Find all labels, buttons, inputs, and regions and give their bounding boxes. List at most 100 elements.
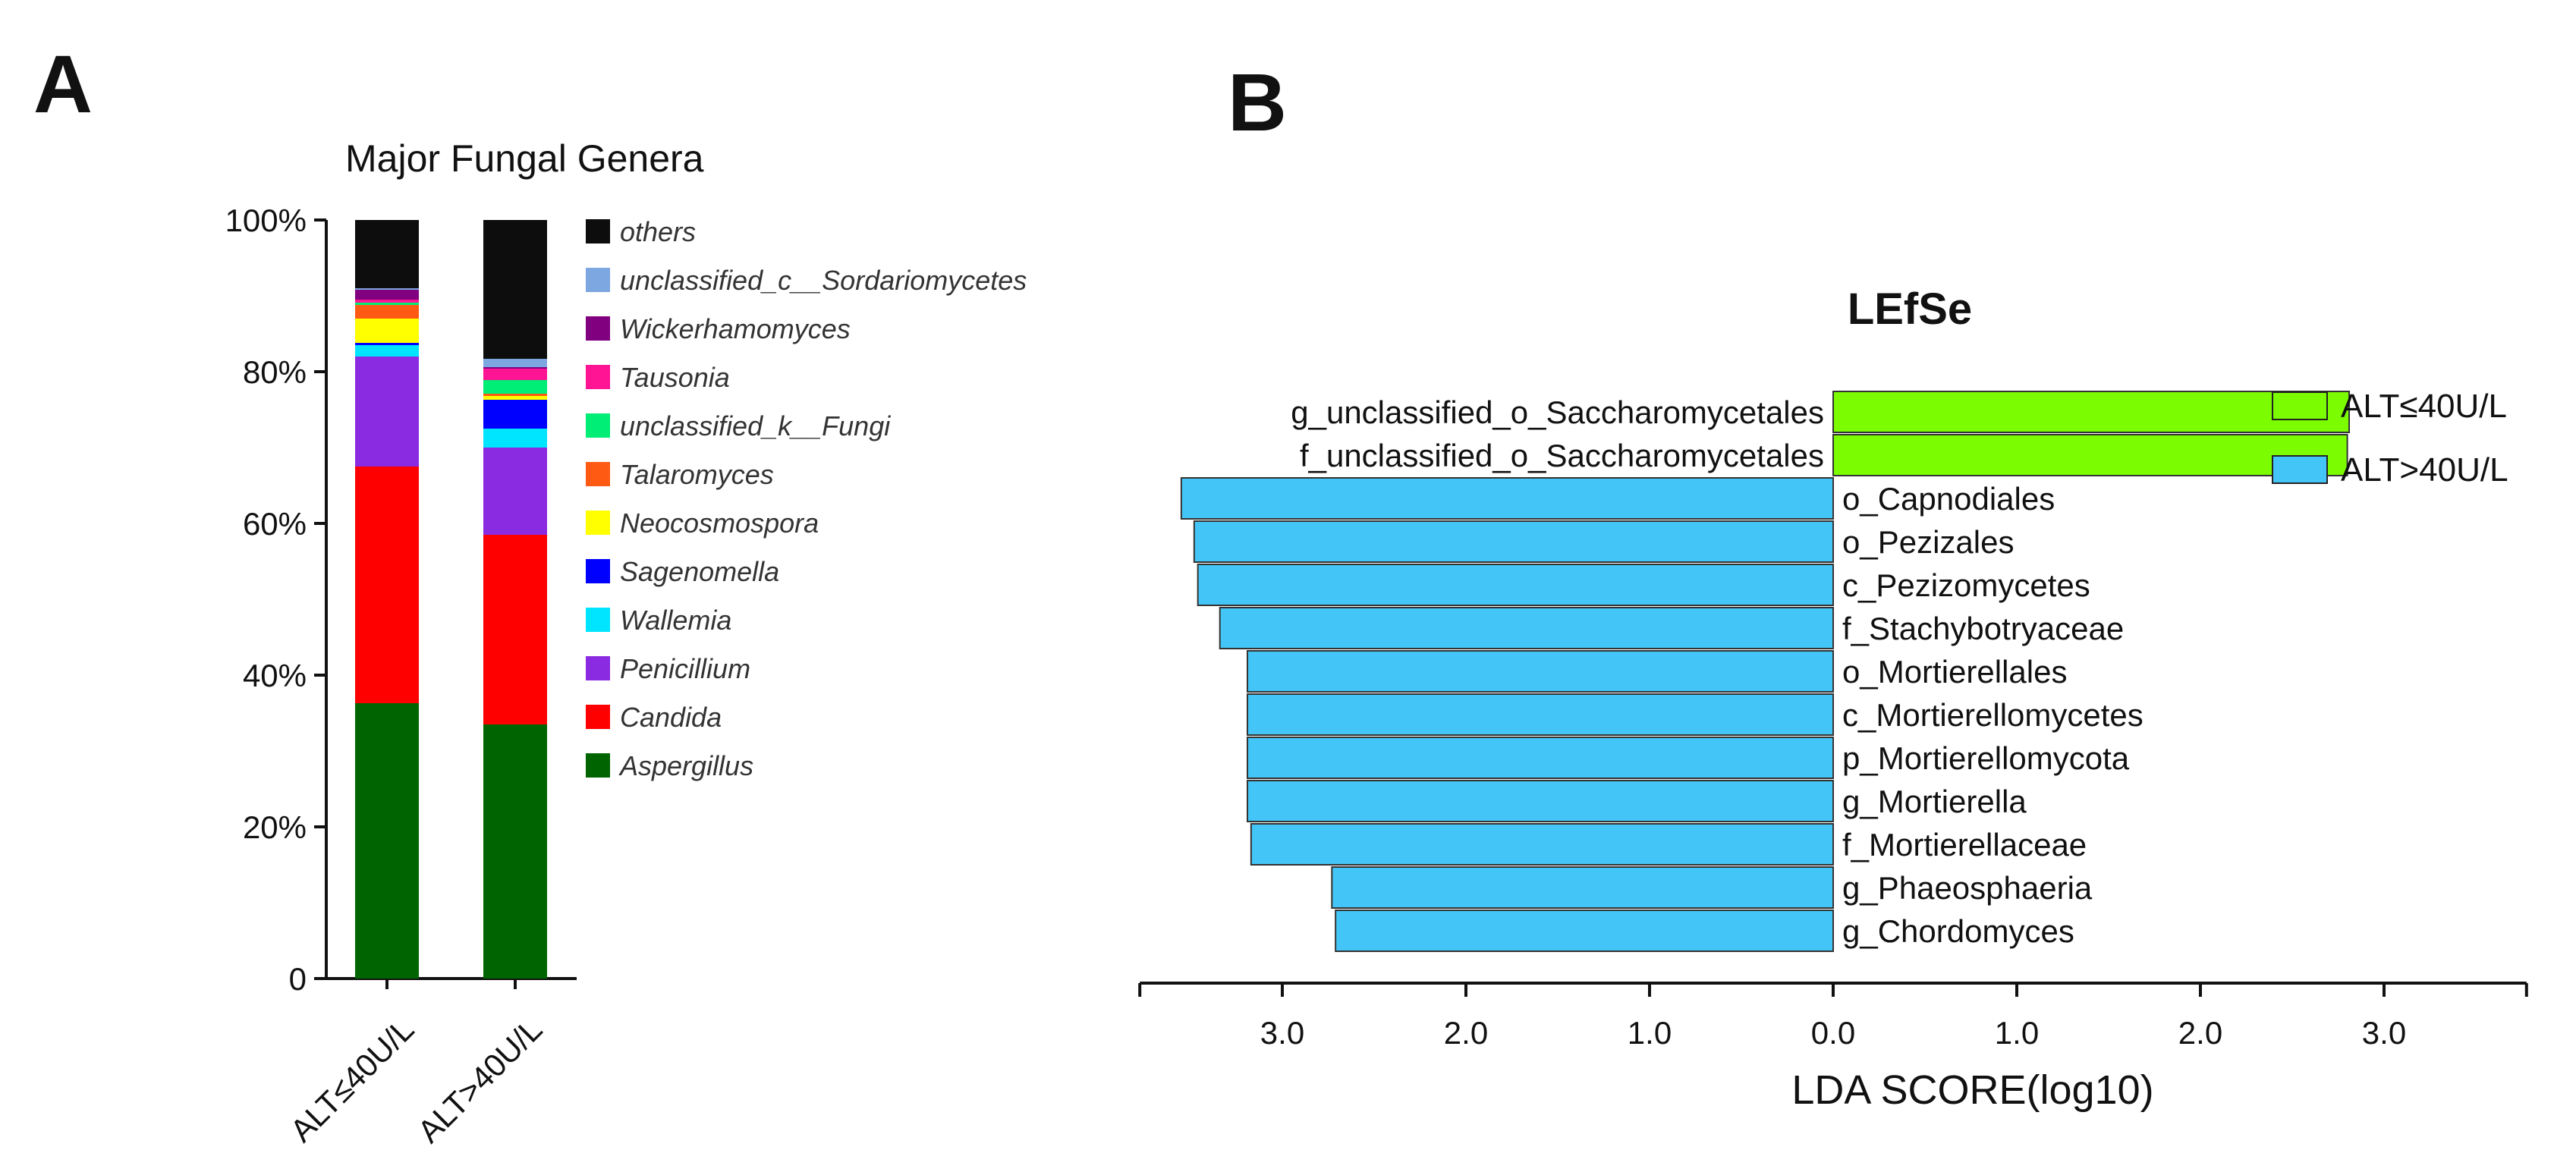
group-label-alt-40u-l: ALT>40U/L bbox=[2341, 451, 2508, 489]
legend-label-penicillium: Penicillium bbox=[620, 653, 750, 684]
legend-swatch-talaromyces bbox=[586, 462, 610, 486]
legend-label-candida: Candida bbox=[620, 702, 722, 733]
lda-tick-label: 2.0 bbox=[2178, 1015, 2222, 1051]
y-tick-label: 40% bbox=[243, 658, 307, 693]
lefse-bar-o-capnodiales bbox=[1180, 477, 1834, 520]
bar-segment-unclassified-k-fungi-alt-high bbox=[483, 380, 547, 394]
bar-segment-aspergillus-alt-high bbox=[483, 724, 547, 979]
taxon-label-o-pezizales: o_Pezizales bbox=[1842, 524, 2014, 560]
bar-segment-penicillium-alt-low bbox=[355, 357, 419, 467]
taxon-label-f-stachybotryaceae: f_Stachybotryaceae bbox=[1842, 611, 2124, 646]
bar-segment-talaromyces-alt-low bbox=[355, 305, 419, 319]
taxon-label-g-chordomyces: g_Chordomyces bbox=[1842, 913, 2074, 949]
bar-segment-others-alt-high bbox=[483, 220, 547, 359]
taxon-label-c-pezizomycetes: c_Pezizomycetes bbox=[1842, 567, 2090, 603]
panel-b-letter: B bbox=[1228, 56, 1287, 148]
lefse-bar-g-unclassified-o-saccharomycetales bbox=[1832, 391, 2351, 433]
taxon-label-p-mortierellomycota: p_Mortierellomycota bbox=[1842, 740, 2130, 776]
bar-segment-neocosmospora-alt-low bbox=[355, 319, 419, 343]
group-swatch-alt-40u-l bbox=[2272, 391, 2328, 420]
legend-label-sagenomella: Sagenomella bbox=[620, 556, 779, 587]
legend-swatch-candida bbox=[586, 705, 610, 729]
x-category-label: ALT≤40U/L bbox=[283, 1011, 420, 1148]
legend-swatch-unclassified-k-fungi bbox=[586, 413, 610, 438]
legend-swatch-aspergillus bbox=[586, 753, 610, 778]
bar-segment-aspergillus-alt-low bbox=[355, 703, 419, 979]
bar-segment-candida-alt-low bbox=[355, 467, 419, 703]
bar-segment-sagenomella-alt-high bbox=[483, 400, 547, 429]
legend-swatch-wallemia bbox=[586, 608, 610, 632]
bar-segment-sagenomella-alt-low bbox=[355, 343, 419, 345]
bar-segment-unclassified-c-sordariomycetes-alt-high bbox=[483, 359, 547, 367]
lda-axis: 3.0 2.0 1.0 0.0 1.0 2.0 3.0 bbox=[1138, 982, 2528, 1051]
lefse-bar-f-mortierellaceae bbox=[1250, 823, 1834, 866]
bar-segment-wallemia-alt-high bbox=[483, 429, 547, 448]
y-tick-label: 60% bbox=[243, 506, 307, 542]
lda-tick-label: 1.0 bbox=[1995, 1015, 2039, 1051]
legend-label-others: others bbox=[620, 216, 696, 247]
group-swatch-alt-40u-l bbox=[2272, 455, 2328, 484]
lefse-bar-p-mortierellomycota bbox=[1247, 737, 1834, 779]
y-tick-label: 20% bbox=[243, 809, 307, 845]
bar-segment-wickerhamomyces-alt-low bbox=[355, 290, 419, 300]
x-category-label: ALT>40U/L bbox=[410, 1011, 549, 1149]
group-legend: ALT≤40U/L ALT>40U/L bbox=[2272, 388, 2508, 489]
lefse-bar-o-mortierellales bbox=[1247, 650, 1834, 693]
bar-segment-wickerhamomyces-alt-high bbox=[483, 367, 547, 369]
y-tick-label: 100% bbox=[225, 203, 307, 238]
lefse-bar-g-mortierella bbox=[1247, 780, 1834, 822]
lefse-bar-g-chordomyces bbox=[1335, 910, 1835, 952]
lda-axis-title: LDA SCORE(log10) bbox=[1791, 1067, 2153, 1113]
lefse-bar-o-pezizales bbox=[1193, 520, 1834, 563]
taxon-label-f-unclassified-o-saccharomycetales: f_unclassified_o_Saccharomycetales bbox=[1300, 438, 1824, 473]
stacked-chart-title: Major Fungal Genera bbox=[345, 137, 704, 180]
bar-segment-wallemia-alt-low bbox=[355, 345, 419, 357]
bar-segment-talaromyces-alt-high bbox=[483, 394, 547, 396]
legend-label-unclassified-c-sordariomycetes: unclassified_c__Sordariomycetes bbox=[620, 265, 1027, 296]
lefse-bar-f-unclassified-o-saccharomycetales bbox=[1832, 434, 2348, 476]
y-tick-label: 80% bbox=[243, 354, 307, 390]
panel-b: B LEfSe g_unclassified_o_Saccharomycetal… bbox=[1138, 56, 2528, 1113]
legend-swatch-wickerhamomyces bbox=[586, 316, 610, 341]
legend-label-tausonia: Tausonia bbox=[620, 362, 730, 393]
lda-tick-label: 2.0 bbox=[1444, 1015, 1488, 1051]
lefse-title: LEfSe bbox=[1848, 284, 1972, 334]
taxon-label-c-mortierellomycetes: c_Mortierellomycetes bbox=[1842, 697, 2144, 733]
genera-legend: others unclassified_c__Sordariomycetes Wic… bbox=[586, 216, 1027, 781]
group-label-alt-40u-l: ALT≤40U/L bbox=[2341, 388, 2507, 425]
lda-tick-label: 3.0 bbox=[2362, 1015, 2406, 1051]
bar-segment-unclassified-k-fungi-alt-low bbox=[355, 303, 419, 305]
bar-segment-tausonia-alt-high bbox=[483, 369, 547, 380]
lefse-bar-c-pezizomycetes bbox=[1197, 564, 1835, 606]
legend-swatch-tausonia bbox=[586, 365, 610, 389]
lda-tick-label: 1.0 bbox=[1628, 1015, 1672, 1051]
bar-segment-neocosmospora-alt-high bbox=[483, 396, 547, 400]
lefse-bar-c-mortierellomycetes bbox=[1247, 693, 1834, 736]
legend-label-neocosmospora: Neocosmospora bbox=[620, 507, 819, 539]
lefse-bar-g-phaeosphaeria bbox=[1331, 866, 1834, 909]
taxon-label-o-mortierellales: o_Mortierellales bbox=[1842, 654, 2067, 690]
panel-a-letter: A bbox=[33, 38, 93, 130]
legend-swatch-neocosmospora bbox=[586, 511, 610, 535]
taxon-label-g-mortierella: g_Mortierella bbox=[1842, 784, 2027, 819]
bar-segment-tausonia-alt-low bbox=[355, 300, 419, 303]
bar-segment-unclassified-c-sordariomycetes-alt-low bbox=[355, 288, 419, 290]
lda-tick-label: 3.0 bbox=[1260, 1015, 1304, 1051]
bar-segment-penicillium-alt-high bbox=[483, 448, 547, 535]
panel-a: A Major Fungal Genera 0 20% 40% 60% 80% 100% A… bbox=[33, 38, 1027, 1149]
taxon-label-o-capnodiales: o_Capnodiales bbox=[1842, 481, 2055, 517]
legend-swatch-others bbox=[586, 219, 610, 244]
taxon-label-g-phaeosphaeria: g_Phaeosphaeria bbox=[1842, 870, 2093, 906]
y-tick-label: 0 bbox=[289, 961, 307, 997]
lda-tick-label: 0.0 bbox=[1811, 1015, 1855, 1051]
legend-label-unclassified-k-fungi: unclassified_k__Fungi bbox=[620, 410, 891, 441]
taxon-label-g-unclassified-o-saccharomycetales: g_unclassified_o_Saccharomycetales bbox=[1291, 394, 1824, 430]
lefse-bars: g_unclassified_o_Saccharomycetales f_uncl… bbox=[1180, 391, 2351, 952]
lefse-bar-f-stachybotryaceae bbox=[1219, 607, 1834, 649]
legend-label-aspergillus: Aspergillus bbox=[618, 750, 753, 781]
legend-label-wickerhamomyces: Wickerhamomyces bbox=[620, 313, 851, 344]
legend-label-wallemia: Wallemia bbox=[620, 605, 731, 636]
legend-label-talaromyces: Talaromyces bbox=[620, 459, 774, 490]
stacked-bars bbox=[355, 220, 547, 979]
